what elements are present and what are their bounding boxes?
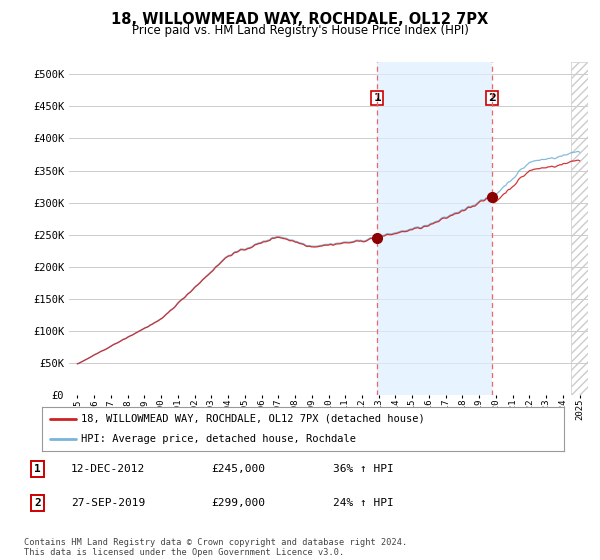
Text: Price paid vs. HM Land Registry's House Price Index (HPI): Price paid vs. HM Land Registry's House … [131, 24, 469, 37]
Text: 12-DEC-2012: 12-DEC-2012 [71, 464, 145, 474]
Text: 1: 1 [373, 94, 381, 103]
Text: £299,000: £299,000 [212, 498, 266, 508]
Text: £245,000: £245,000 [212, 464, 266, 474]
Text: 18, WILLOWMEAD WAY, ROCHDALE, OL12 7PX (detached house): 18, WILLOWMEAD WAY, ROCHDALE, OL12 7PX (… [81, 414, 425, 424]
Text: HPI: Average price, detached house, Rochdale: HPI: Average price, detached house, Roch… [81, 434, 356, 444]
Text: 2: 2 [34, 498, 41, 508]
Text: 2: 2 [488, 94, 496, 103]
Text: Contains HM Land Registry data © Crown copyright and database right 2024.
This d: Contains HM Land Registry data © Crown c… [24, 538, 407, 557]
Bar [571, 62, 588, 395]
Text: 27-SEP-2019: 27-SEP-2019 [71, 498, 145, 508]
Text: 1: 1 [34, 464, 41, 474]
Text: 18, WILLOWMEAD WAY, ROCHDALE, OL12 7PX: 18, WILLOWMEAD WAY, ROCHDALE, OL12 7PX [112, 12, 488, 27]
Text: 36% ↑ HPI: 36% ↑ HPI [333, 464, 394, 474]
Bar [377, 62, 492, 395]
Text: 24% ↑ HPI: 24% ↑ HPI [333, 498, 394, 508]
